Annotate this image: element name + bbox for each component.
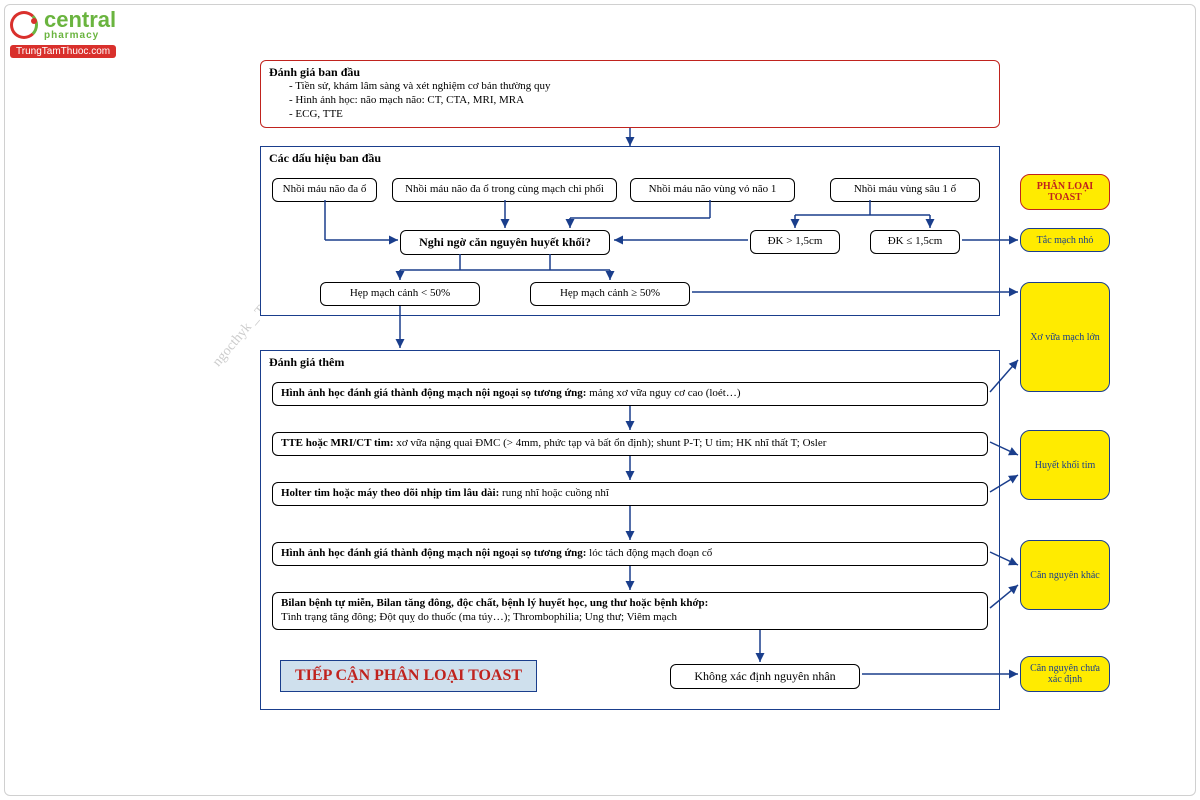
toast-large-athero: Xơ vữa mạch lớn [1020, 282, 1110, 392]
row-imaging-vessel: Hình ảnh học đánh giá thành động mạch nộ… [272, 382, 988, 406]
eval-item-1: - Hình ảnh học: não mạch não: CT, CTA, M… [289, 94, 991, 108]
logo-icon [10, 11, 38, 39]
eval-more-title: Đánh giá thêm [269, 355, 991, 370]
eval-initial-title: Đánh giá ban đầu [269, 65, 991, 80]
flowchart-canvas: Đánh giá ban đầu - Tiền sử, khám lâm sàn… [230, 60, 1170, 760]
eval-item-0: - Tiền sử, khám lâm sàng và xét nghiệm c… [289, 80, 991, 94]
node-stenosis-ge: Hẹp mạch cảnh ≥ 50% [530, 282, 690, 306]
node-dk-gt: ĐK > 1,5cm [750, 230, 840, 254]
signs-title: Các dấu hiệu ban đầu [269, 151, 991, 166]
logo-badge: TrungTamThuoc.com [10, 45, 116, 58]
row-dissection: Hình ảnh học đánh giá thành động mạch nộ… [272, 542, 988, 566]
node-sign-c: Nhồi máu não vùng vỏ não 1 [630, 178, 795, 202]
node-sign-d: Nhồi máu vùng sâu 1 ổ [830, 178, 980, 202]
toast-header: PHÂN LOẠI TOAST [1020, 174, 1110, 210]
title-toast-approach: TIẾP CẬN PHÂN LOẠI TOAST [280, 660, 537, 692]
node-suspect: Nghi ngờ căn nguyên huyết khối? [400, 230, 610, 255]
toast-small-vessel: Tắc mạch nhỏ [1020, 228, 1110, 252]
toast-undet: Căn nguyên chưa xác định [1020, 656, 1110, 692]
node-sign-b: Nhồi máu não đa ổ trong cùng mạch chi ph… [392, 178, 617, 202]
node-undetermined: Không xác định nguyên nhân [670, 664, 860, 689]
node-sign-a: Nhồi máu não đa ổ [272, 178, 377, 202]
toast-other: Căn nguyên khác [1020, 540, 1110, 610]
node-dk-le: ĐK ≤ 1,5cm [870, 230, 960, 254]
row-bilan: Bilan bệnh tự miễn, Bilan tăng đông, độc… [272, 592, 988, 630]
row-holter: Holter tim hoặc máy theo dõi nhịp tim lâ… [272, 482, 988, 506]
row-tte-mri: TTE hoặc MRI/CT tim: xơ vữa nặng quai ĐM… [272, 432, 988, 456]
toast-cardio: Huyết khối tim [1020, 430, 1110, 500]
logo: central pharmacy TrungTamThuoc.com [10, 10, 116, 59]
node-stenosis-lt: Hẹp mạch cảnh < 50% [320, 282, 480, 306]
eval-item-2: - ECG, TTE [289, 108, 991, 122]
logo-brand: central [44, 10, 116, 30]
box-eval-initial: Đánh giá ban đầu - Tiền sử, khám lâm sàn… [260, 60, 1000, 128]
